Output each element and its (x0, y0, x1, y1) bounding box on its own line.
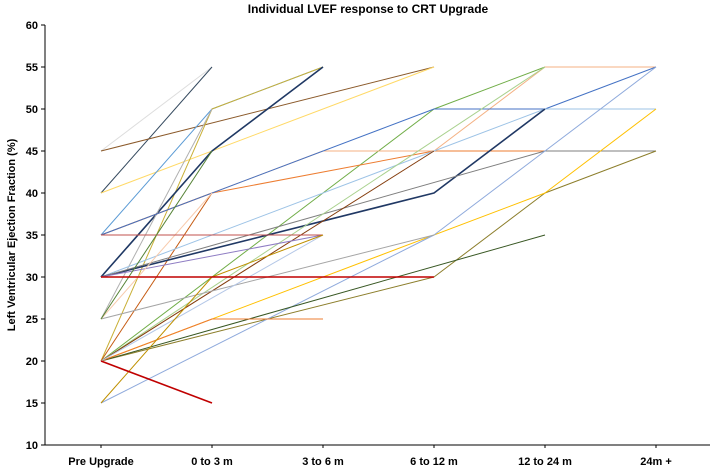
series-line-33 (100, 360, 213, 404)
x-tick-label: 3 to 6 m (302, 456, 344, 468)
series-line-10 (100, 66, 656, 362)
series-line-20 (100, 66, 546, 362)
x-axis-ticks: Pre Upgrade 0 to 3 m 3 to 6 m 6 to 12 m 12 t… (68, 445, 672, 468)
y-tick-label: 50 (26, 104, 38, 116)
series-line-29 (100, 318, 323, 362)
series-layer (100, 66, 657, 404)
series-line-18 (100, 108, 657, 362)
y-tick-label: 15 (26, 398, 38, 410)
series-line-25 (100, 192, 213, 320)
series-line-1 (100, 66, 213, 152)
x-tick-label: Pre Upgrade (68, 456, 133, 468)
series-line-22 (100, 234, 324, 278)
series-line-2 (100, 66, 213, 194)
y-tick-label: 35 (26, 230, 38, 242)
series-line-16 (100, 150, 656, 278)
y-tick-label: 10 (26, 440, 38, 452)
x-tick-label: 24m + (640, 456, 672, 468)
series-line-27 (100, 150, 213, 320)
series-line-13 (100, 66, 657, 236)
x-tick-label: 0 to 3 m (191, 456, 233, 468)
y-tick-label: 30 (26, 272, 38, 284)
y-axis-ticks: 10 15 20 25 30 35 40 45 50 55 60 (26, 20, 45, 452)
series-line-30 (100, 234, 324, 362)
y-tick-label: 60 (26, 20, 38, 32)
y-tick-label: 55 (26, 62, 38, 74)
y-tick-label: 20 (26, 356, 38, 368)
y-tick-label: 40 (26, 188, 38, 200)
series-line-6 (100, 66, 324, 362)
plot-area: 10 15 20 25 30 35 40 45 50 55 60 Pre Upgrade 0 to 3… (26, 20, 710, 468)
x-tick-label: 6 to 12 m (410, 456, 458, 468)
y-tick-label: 45 (26, 146, 38, 158)
series-line-15 (100, 108, 546, 278)
y-tick-label: 25 (26, 314, 38, 326)
chart-title: Individual LVEF response to CRT Upgrade (248, 2, 489, 16)
y-axis-label: Left Ventricular Ejection Fraction (%) (6, 138, 18, 331)
series-line-23 (100, 234, 546, 362)
x-tick-label: 12 to 24 m (518, 456, 572, 468)
